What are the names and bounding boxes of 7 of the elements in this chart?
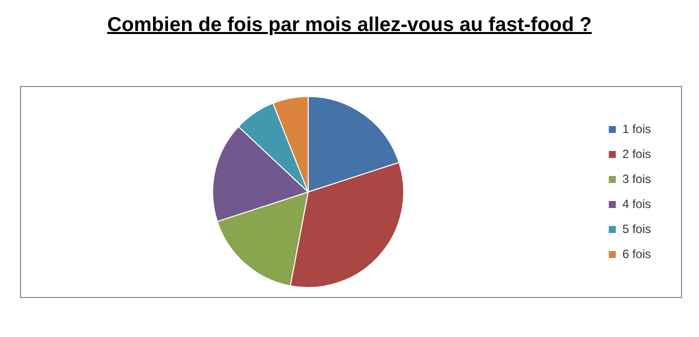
legend-label: 2 fois (622, 146, 652, 161)
legend-label: 5 fois (622, 222, 652, 236)
legend-label: 1 fois (622, 122, 652, 136)
legend-label: 3 fois (622, 172, 652, 186)
chart-title: Combien de fois par mois allez-vous au fast-food ? (106, 14, 593, 38)
legend-label: 4 fois (622, 196, 652, 211)
legend-label: 6 fois (622, 246, 652, 261)
